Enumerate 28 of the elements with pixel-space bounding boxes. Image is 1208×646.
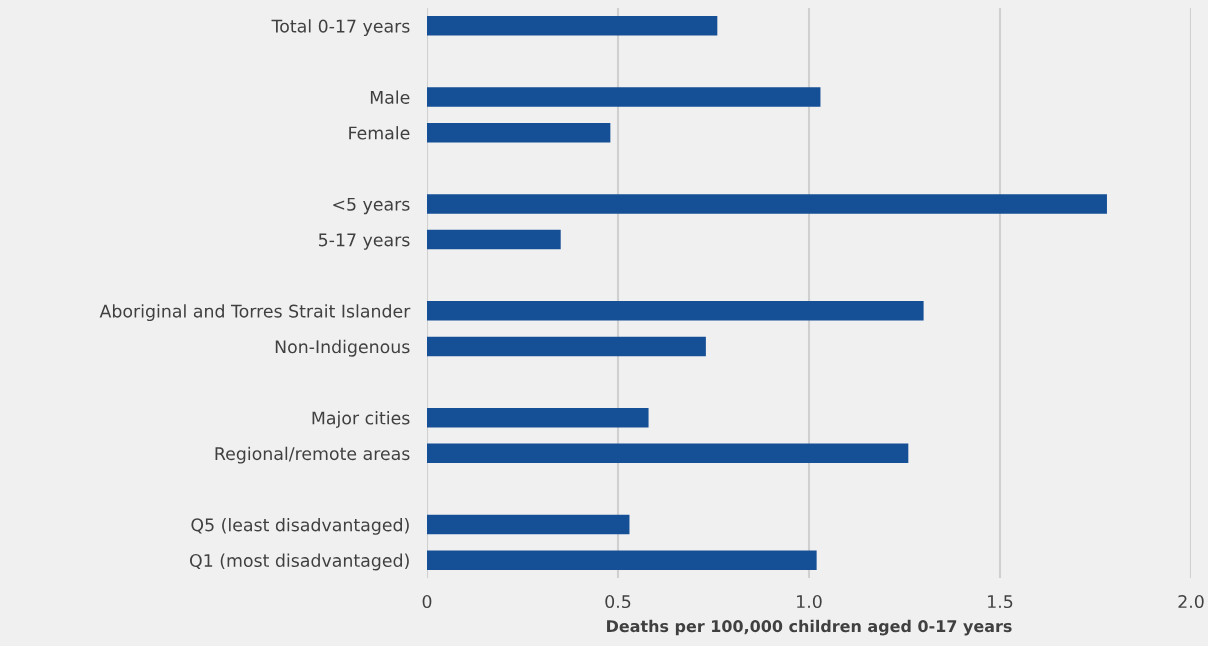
x-tick-label: 2.0 [1178, 594, 1204, 609]
bar [427, 229, 561, 250]
x-tick-label: 1.0 [797, 594, 822, 609]
bar [427, 514, 630, 535]
y-tick-label: Q5 (least disadvantaged) [191, 517, 409, 535]
y-tick-label: Aboriginal and Torres Strait Islander [99, 304, 411, 322]
bar [427, 16, 718, 36]
bar [427, 336, 706, 357]
bar [427, 122, 611, 143]
x-tick-label: 1.5 [988, 595, 1013, 609]
y-tick-label: Q1 (most disadvantaged) [189, 553, 409, 571]
y-tick-label: Female [349, 126, 410, 140]
bar [427, 87, 821, 107]
y-tick-label: Regional/remote areas [215, 446, 410, 464]
y-tick-label: Major cities [312, 411, 410, 428]
bar [427, 443, 909, 464]
y-tick-label: Total 0-17 years [271, 19, 410, 37]
bar [427, 550, 817, 570]
x-tick-label: 0.5 [605, 594, 631, 609]
x-axis-title: Deaths per 100,000 children aged 0-17 years [607, 619, 1012, 636]
x-tick-label: 0 [422, 594, 432, 609]
bar [427, 407, 649, 428]
bar [427, 301, 924, 321]
y-tick-label: <5 years [333, 197, 410, 215]
bar [427, 194, 1107, 214]
y-tick-label: 5-17 years [318, 233, 410, 250]
y-tick-label: Non-Indigenous [275, 339, 410, 357]
y-tick-label: Male [370, 90, 410, 104]
